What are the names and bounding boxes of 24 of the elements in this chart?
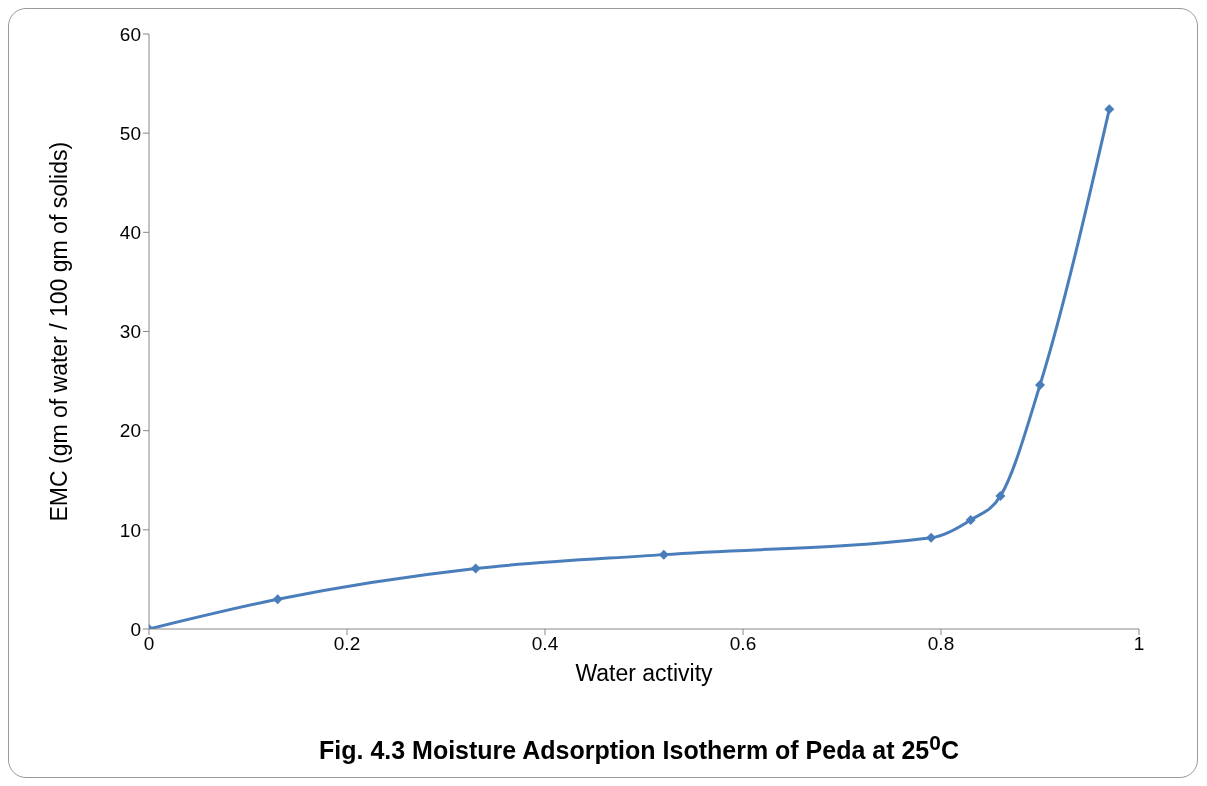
point <box>1035 380 1045 391</box>
point <box>995 491 1006 502</box>
y-tick-label: 60 <box>119 23 141 45</box>
x-tick-label: 1 <box>1133 633 1145 655</box>
x-tick-label: 0.6 <box>729 633 757 655</box>
y-tick-label: 10 <box>119 519 141 541</box>
point <box>470 563 481 574</box>
x-tick-label: 0 <box>143 633 155 655</box>
point <box>926 532 937 543</box>
y-axis-title: EMC (gm of water / 100 gm of solids) <box>46 141 73 522</box>
x-tick-label: 0.2 <box>333 633 361 655</box>
text: Fig. 4.3 Moisture Adsorption Isotherm of Peda at 25$^{0}$C <box>319 731 959 766</box>
y-tick-label: 50 <box>119 122 141 144</box>
x-axis-title: Water activity <box>575 660 714 686</box>
x-tick-label: 0.4 <box>531 633 559 655</box>
y-tick-label: 20 <box>119 420 141 442</box>
point <box>658 549 669 560</box>
point <box>272 594 283 605</box>
y-tick-label: 40 <box>119 222 141 244</box>
point <box>1104 104 1115 115</box>
y-tick-label: 0 <box>130 618 141 640</box>
x-tick-label: 0.8 <box>927 633 955 655</box>
point <box>965 514 976 525</box>
y-tick-label: 30 <box>119 321 141 343</box>
